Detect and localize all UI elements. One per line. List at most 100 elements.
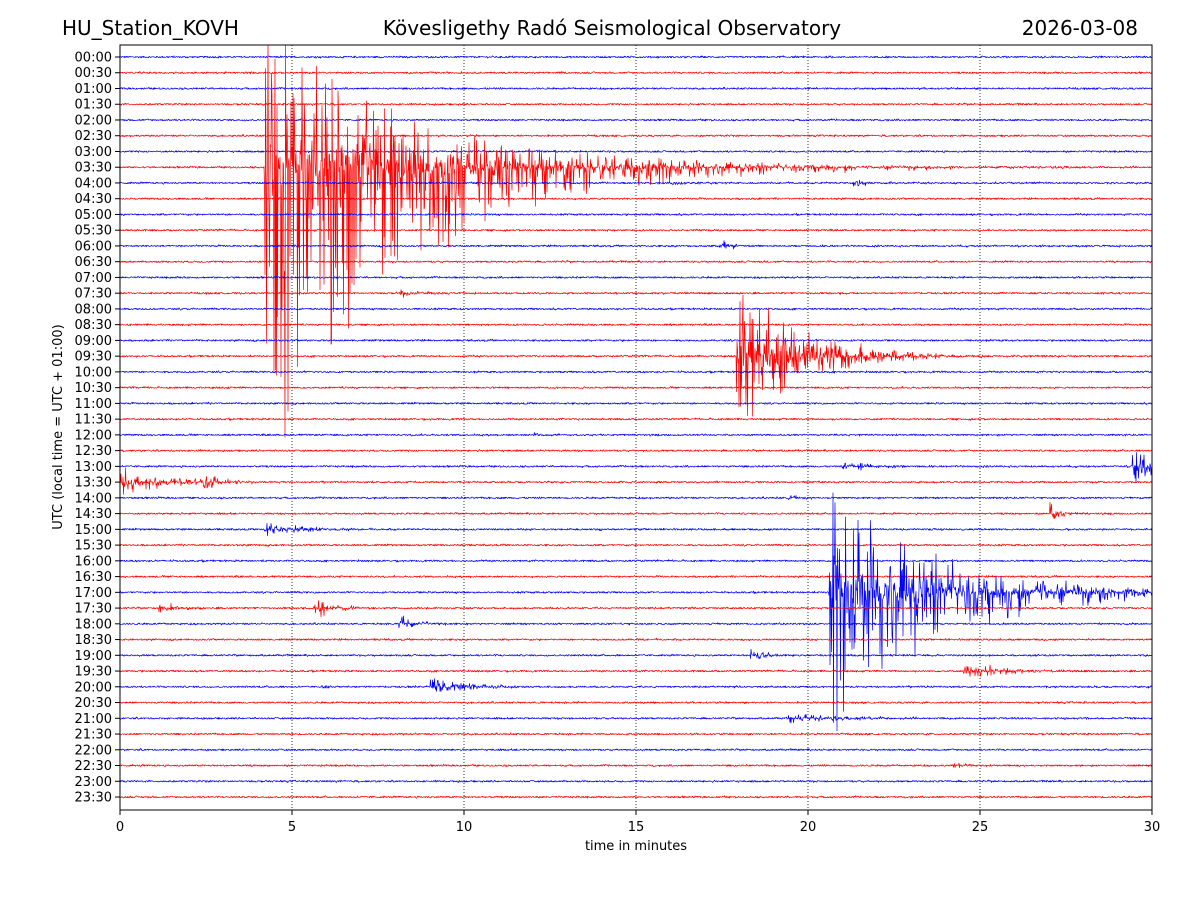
- trace-06:00: [120, 240, 1152, 250]
- trace-03:30: [120, 45, 1152, 438]
- trace-02:30: [120, 134, 1152, 138]
- trace-19:00: [120, 648, 1152, 660]
- y-tick-label: 13:30: [75, 476, 112, 491]
- y-tick-label: 14:30: [75, 507, 112, 522]
- y-tick-label: 16:00: [75, 554, 112, 569]
- trace-07:00: [120, 275, 1152, 280]
- trace-10:00: [120, 370, 1152, 374]
- y-tick-label: 16:30: [75, 570, 112, 585]
- x-tick-label: 5: [288, 820, 296, 835]
- y-tick-label: 12:00: [75, 428, 112, 443]
- trace-18:30: [120, 637, 1152, 642]
- y-tick-label: 07:00: [75, 271, 112, 286]
- y-tick-label: 05:30: [75, 224, 112, 239]
- trace-10:30: [120, 386, 1152, 390]
- y-tick-label: 00:00: [75, 51, 112, 66]
- y-tick-label: 17:30: [75, 602, 112, 617]
- x-axis: 0 5 10 15 20 25 30: [116, 810, 1160, 835]
- y-tick-label: 14:00: [75, 491, 112, 506]
- y-tick-label: 11:00: [75, 397, 112, 412]
- trace-05:30: [120, 228, 1152, 232]
- trace-08:00: [120, 307, 1152, 311]
- trace-17:00: [120, 492, 1152, 731]
- y-tick-label: 23:30: [75, 791, 112, 806]
- trace-00:30: [120, 71, 1152, 75]
- x-axis-label: time in minutes: [585, 839, 687, 854]
- y-tick-label: 10:30: [75, 381, 112, 396]
- y-tick-label: 03:00: [75, 145, 112, 160]
- y-axis-label: UTC (local time = UTC + 01:00): [51, 324, 66, 529]
- y-axis: 00:0000:3001:0001:3002:0002:3003:0003:30…: [75, 51, 120, 806]
- trace-22:00: [120, 748, 1152, 752]
- x-tick-label: 20: [800, 820, 817, 835]
- y-tick-label: 06:00: [75, 239, 112, 254]
- y-tick-label: 17:00: [75, 586, 112, 601]
- trace-12:00: [120, 432, 1152, 437]
- trace-09:00: [120, 338, 1152, 343]
- trace-19:30: [120, 664, 1152, 677]
- y-tick-label: 22:00: [75, 743, 112, 758]
- y-tick-label: 20:00: [75, 680, 112, 695]
- trace-12:30: [120, 449, 1152, 453]
- trace-01:30: [120, 102, 1152, 106]
- trace-00:00: [120, 55, 1152, 59]
- y-tick-label: 15:00: [75, 523, 112, 538]
- trace-01:00: [120, 86, 1152, 91]
- station-title: HU_Station_KOVH: [62, 16, 239, 40]
- trace-04:30: [120, 197, 1152, 201]
- trace-16:30: [120, 574, 1152, 579]
- trace-17:30: [120, 600, 1152, 618]
- date-title: 2026-03-08: [1022, 16, 1138, 40]
- trace-18:00: [120, 615, 1152, 629]
- y-tick-label: 15:30: [75, 539, 112, 554]
- y-tick-label: 04:00: [75, 176, 112, 191]
- x-tick-label: 0: [116, 820, 124, 835]
- trace-20:00: [120, 678, 1152, 692]
- x-tick-label: 25: [972, 820, 989, 835]
- trace-11:30: [120, 417, 1152, 421]
- y-tick-label: 09:30: [75, 350, 112, 365]
- y-tick-label: 19:30: [75, 665, 112, 680]
- trace-16:00: [120, 559, 1152, 563]
- y-tick-label: 06:30: [75, 255, 112, 270]
- trace-23:00: [120, 779, 1152, 783]
- y-tick-label: 12:30: [75, 444, 112, 459]
- chart-title: Kövesligethy Radó Seismological Observat…: [383, 16, 841, 40]
- y-tick-label: 11:30: [75, 413, 112, 428]
- y-tick-label: 22:30: [75, 759, 112, 774]
- y-tick-label: 20:30: [75, 696, 112, 711]
- trace-14:00: [120, 495, 1152, 500]
- y-tick-label: 18:00: [75, 617, 112, 632]
- traces: [120, 45, 1152, 799]
- trace-23:30: [120, 795, 1152, 799]
- trace-06:30: [120, 260, 1152, 264]
- trace-20:30: [120, 700, 1152, 705]
- y-tick-label: 08:30: [75, 318, 112, 333]
- trace-11:00: [120, 401, 1152, 405]
- y-tick-label: 01:00: [75, 82, 112, 97]
- x-tick-label: 15: [628, 820, 645, 835]
- y-tick-label: 23:00: [75, 775, 112, 790]
- trace-09:30: [120, 294, 1152, 417]
- trace-07:30: [120, 289, 1152, 298]
- y-tick-label: 07:30: [75, 287, 112, 302]
- trace-05:00: [120, 212, 1152, 217]
- y-tick-label: 02:00: [75, 113, 112, 128]
- y-tick-label: 04:30: [75, 192, 112, 207]
- y-tick-label: 00:30: [75, 66, 112, 81]
- y-tick-label: 10:00: [75, 365, 112, 380]
- trace-02:00: [120, 118, 1152, 122]
- trace-21:30: [120, 732, 1152, 736]
- y-tick-label: 02:30: [75, 129, 112, 144]
- trace-13:00: [120, 452, 1152, 484]
- trace-14:30: [120, 502, 1152, 520]
- y-tick-label: 09:00: [75, 334, 112, 349]
- x-tick-label: 10: [456, 820, 473, 835]
- trace-04:00: [120, 179, 1152, 187]
- y-tick-label: 08:00: [75, 302, 112, 317]
- trace-13:30: [120, 467, 1152, 495]
- trace-15:30: [120, 543, 1152, 547]
- trace-15:00: [120, 523, 1152, 537]
- y-tick-label: 13:00: [75, 460, 112, 475]
